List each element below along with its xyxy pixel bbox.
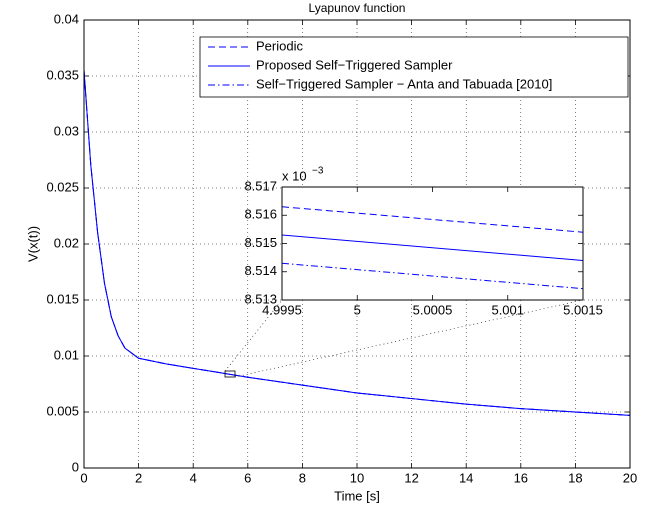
x-tick-label: 14: [459, 470, 473, 485]
legend-box: [199, 36, 629, 98]
y-offset-label: x 10: [282, 168, 307, 183]
x-tick-label: 5.0005: [413, 302, 453, 317]
y-offset-exponent: −3: [312, 166, 324, 177]
legend-label: Periodic: [256, 38, 303, 53]
x-tick-label: 18: [568, 470, 582, 485]
y-axis-label: V(x(t)): [25, 226, 40, 262]
x-tick-label: 4: [190, 470, 197, 485]
x-tick-label: 20: [623, 470, 637, 485]
series-line: [281, 262, 584, 290]
x-tick-label: 12: [404, 470, 418, 485]
x-tick-label: 10: [350, 470, 364, 485]
legend-label: Self−Triggered Sampler − Anta and Tabuad…: [256, 76, 552, 91]
y-tick-label: 8.515: [244, 235, 277, 250]
x-tick-label: 16: [514, 470, 528, 485]
x-tick-label: 5: [354, 302, 361, 317]
axes-frame: [83, 19, 631, 469]
x-tick-label: 4.9995: [262, 302, 302, 317]
y-tick-label: 0.04: [54, 11, 79, 26]
inset-axes: 4.9995 5 5.0005 5.001 5.0015 8.513 8.514 8.515 8…: [244, 166, 602, 318]
axes-frame: [281, 186, 584, 301]
y-tick-label: 0.03: [54, 123, 79, 138]
y-tick-label: 0.01: [54, 347, 79, 362]
chart-title: Lyapunov function: [309, 1, 406, 15]
x-tick-label: 0: [80, 470, 87, 485]
legend-label: Proposed Self−Triggered Sampler: [256, 57, 453, 72]
x-tick-label: 2: [135, 470, 142, 485]
y-tick-label: 0.025: [46, 179, 79, 194]
y-tick-label: 0.02: [54, 235, 79, 250]
y-tick-label: 8.514: [244, 263, 277, 278]
series-line: [83, 70, 631, 416]
y-tick-label: 8.516: [244, 207, 277, 222]
y-tick-label: 8.517: [244, 178, 277, 193]
x-axis-label: Time [s]: [334, 488, 380, 503]
y-tick-label: 0: [72, 459, 79, 474]
x-tick-label: 5.001: [491, 302, 524, 317]
y-tick-label: 0.015: [46, 291, 79, 306]
plot-area: [282, 187, 583, 300]
series-line: [281, 234, 584, 261]
y-tick-label: 0.035: [46, 67, 79, 82]
x-tick-label: 6: [244, 470, 251, 485]
y-tick-label: 0.005: [46, 403, 79, 418]
zoom-marker: [224, 370, 236, 378]
x-tick-label: 8: [299, 470, 306, 485]
x-tick-label: 5.0015: [563, 302, 603, 317]
y-tick-label: 8.513: [244, 291, 277, 306]
series-line: [281, 206, 584, 233]
